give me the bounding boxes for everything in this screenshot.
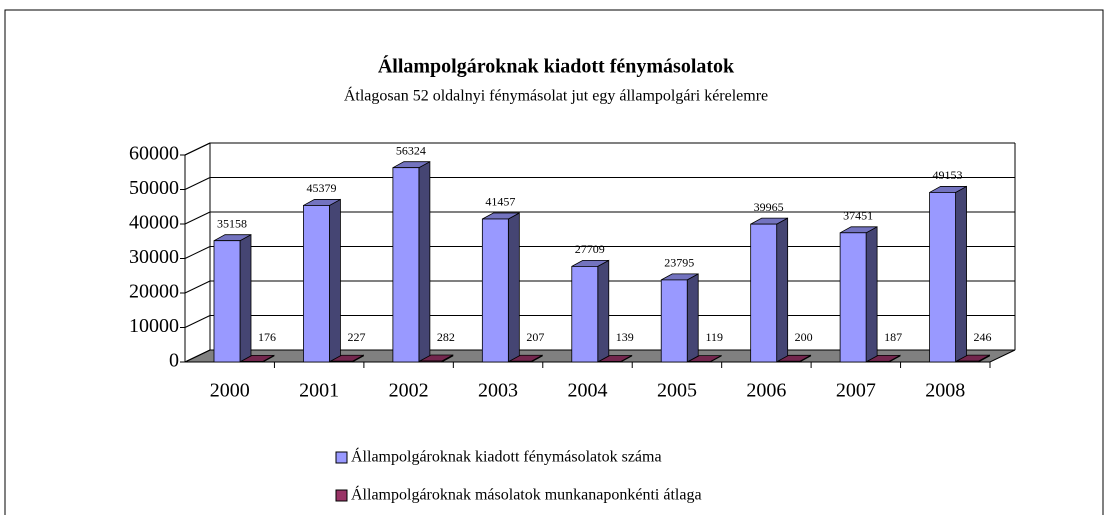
bar-side	[777, 218, 788, 362]
bar-side	[240, 235, 251, 362]
bar	[420, 361, 442, 362]
value-label: 27709	[575, 242, 605, 256]
value-label: 49153	[933, 168, 963, 182]
value-label: 200	[795, 330, 813, 344]
grid-line	[185, 281, 210, 293]
y-tick-label: 60000	[129, 143, 179, 165]
bar	[778, 361, 800, 362]
bar	[241, 361, 263, 362]
value-label: 35158	[217, 216, 247, 230]
y-tick-label: 50000	[129, 177, 179, 199]
x-tick-label: 2001	[299, 380, 339, 402]
bar	[661, 280, 687, 362]
y-tick-label: 20000	[129, 281, 179, 303]
x-tick-label: 2007	[836, 380, 876, 402]
bar	[393, 168, 419, 362]
bar	[509, 361, 531, 362]
value-label: 176	[258, 330, 276, 344]
grid-line	[185, 316, 210, 328]
x-tick-label: 2005	[657, 380, 697, 402]
grid-line	[185, 178, 210, 190]
bar	[751, 224, 777, 362]
bar-side	[329, 199, 340, 362]
value-label: 207	[526, 330, 544, 344]
legend-label: Állampolgároknak másolatok munkanaponkén…	[351, 485, 702, 504]
bar-side	[508, 213, 519, 362]
value-label: 23795	[664, 256, 694, 270]
bar-side	[419, 162, 430, 362]
legend-swatch	[336, 490, 347, 501]
value-label: 227	[347, 330, 365, 344]
bar	[957, 361, 979, 362]
grid-line	[185, 212, 210, 224]
bar	[482, 219, 508, 362]
bar	[303, 205, 329, 362]
bar	[840, 233, 866, 362]
legend-swatch	[336, 452, 347, 463]
bar-side	[687, 274, 698, 362]
x-tick-label: 2008	[925, 380, 965, 402]
y-tick-label: 0	[169, 350, 179, 372]
bar	[330, 361, 352, 362]
bar-side	[866, 227, 877, 362]
value-label: 282	[437, 330, 455, 344]
bar	[867, 361, 889, 362]
value-label: 39965	[754, 200, 784, 214]
grid-line	[185, 143, 210, 155]
value-label: 41457	[485, 195, 515, 209]
y-tick-label: 30000	[129, 246, 179, 268]
value-label: 119	[705, 330, 723, 344]
value-label: 246	[974, 330, 992, 344]
y-tick-label: 10000	[129, 315, 179, 337]
value-label: 56324	[396, 143, 426, 157]
legend-label: Állampolgároknak kiadott fénymásolatok s…	[351, 447, 662, 466]
chart-subtitle: Átlagosan 52 oldalnyi fénymásolat jut eg…	[344, 86, 768, 105]
bar-side	[956, 186, 967, 362]
grid-line	[185, 247, 210, 259]
y-tick-label: 40000	[129, 212, 179, 234]
x-tick-label: 2006	[746, 380, 786, 402]
value-label: 45379	[306, 181, 336, 195]
x-tick-label: 2003	[478, 380, 518, 402]
x-tick-label: 2004	[568, 380, 608, 402]
value-label: 37451	[843, 209, 873, 223]
bar	[214, 241, 240, 362]
bar-side	[598, 260, 609, 362]
bar	[930, 192, 956, 362]
bar	[572, 266, 598, 362]
x-tick-label: 2002	[389, 380, 429, 402]
x-tick-label: 2000	[210, 380, 250, 402]
value-label: 139	[616, 330, 634, 344]
chart-title: Állampolgároknak kiadott fénymásolatok	[378, 55, 735, 78]
value-label: 187	[884, 330, 902, 344]
